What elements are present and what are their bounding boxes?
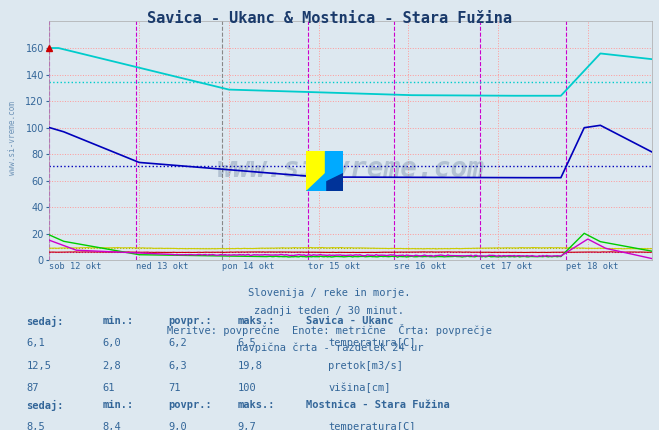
- Text: pon 14 okt: pon 14 okt: [221, 262, 274, 271]
- Text: 6,1: 6,1: [26, 338, 45, 348]
- Text: pet 18 okt: pet 18 okt: [566, 262, 619, 271]
- Text: sedaj:: sedaj:: [26, 400, 64, 411]
- Text: 6,0: 6,0: [102, 338, 121, 348]
- Text: 19,8: 19,8: [237, 361, 262, 371]
- Text: zadnji teden / 30 minut.: zadnji teden / 30 minut.: [254, 306, 405, 316]
- Text: Savica - Ukanc & Mostnica - Stara Fužina: Savica - Ukanc & Mostnica - Stara Fužina: [147, 11, 512, 26]
- Text: navpična črta - razdelek 24 ur: navpična črta - razdelek 24 ur: [236, 342, 423, 353]
- Text: 9,0: 9,0: [168, 422, 186, 430]
- Bar: [325, 150, 343, 191]
- Text: maks.:: maks.:: [237, 316, 275, 326]
- Text: min.:: min.:: [102, 400, 133, 410]
- Text: min.:: min.:: [102, 316, 133, 326]
- Text: Mostnica - Stara Fužina: Mostnica - Stara Fužina: [306, 400, 450, 410]
- Text: 87: 87: [26, 383, 39, 393]
- Text: Savica - Ukanc: Savica - Ukanc: [306, 316, 394, 326]
- Text: Meritve: povprečne  Enote: metrične  Črta: povprečje: Meritve: povprečne Enote: metrične Črta:…: [167, 324, 492, 336]
- Text: temperatura[C]: temperatura[C]: [328, 338, 416, 348]
- Bar: [306, 150, 325, 191]
- Text: www.si-vreme.com: www.si-vreme.com: [217, 156, 485, 184]
- Text: povpr.:: povpr.:: [168, 316, 212, 326]
- Text: maks.:: maks.:: [237, 400, 275, 410]
- Text: tor 15 okt: tor 15 okt: [308, 262, 360, 271]
- Text: 8,5: 8,5: [26, 422, 45, 430]
- Text: Slovenija / reke in morje.: Slovenija / reke in morje.: [248, 288, 411, 298]
- Text: 8,4: 8,4: [102, 422, 121, 430]
- Text: sob 12 okt: sob 12 okt: [49, 262, 102, 271]
- Text: www.si-vreme.com: www.si-vreme.com: [8, 101, 17, 175]
- Text: temperatura[C]: temperatura[C]: [328, 422, 416, 430]
- Text: sedaj:: sedaj:: [26, 316, 64, 327]
- Text: 6,2: 6,2: [168, 338, 186, 348]
- Text: 71: 71: [168, 383, 181, 393]
- Polygon shape: [306, 173, 343, 191]
- Text: 12,5: 12,5: [26, 361, 51, 371]
- Polygon shape: [306, 173, 325, 191]
- Text: sre 16 okt: sre 16 okt: [394, 262, 447, 271]
- Text: cet 17 okt: cet 17 okt: [480, 262, 532, 271]
- Text: povpr.:: povpr.:: [168, 400, 212, 410]
- Text: 100: 100: [237, 383, 256, 393]
- Text: 6,5: 6,5: [237, 338, 256, 348]
- Text: 9,7: 9,7: [237, 422, 256, 430]
- Text: višina[cm]: višina[cm]: [328, 383, 391, 393]
- Text: 61: 61: [102, 383, 115, 393]
- Text: ned 13 okt: ned 13 okt: [136, 262, 188, 271]
- Text: pretok[m3/s]: pretok[m3/s]: [328, 361, 403, 371]
- Text: 2,8: 2,8: [102, 361, 121, 371]
- Text: 6,3: 6,3: [168, 361, 186, 371]
